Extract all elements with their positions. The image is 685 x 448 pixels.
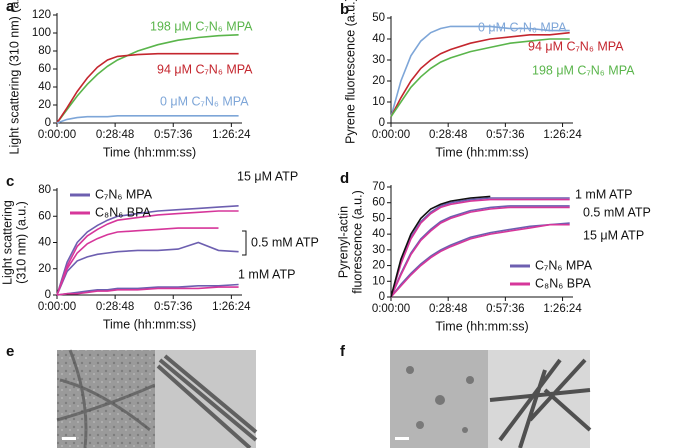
annotation: 0.5 mM ATP — [583, 205, 651, 219]
panel-letter: f — [340, 343, 346, 360]
data-line — [390, 205, 570, 298]
annotation: 15 μM ATP — [583, 228, 644, 242]
data-line — [390, 25, 570, 117]
y-tick-label: 40 — [372, 228, 385, 240]
y-tick-label: 60 — [38, 210, 51, 222]
y-tick-label: 20 — [38, 99, 51, 111]
micrograph-e — [56, 349, 258, 448]
y-tick-label: 0 — [379, 291, 385, 303]
y-tick-label: 50 — [372, 212, 385, 224]
x-tick-label: 1:26:24 — [543, 303, 582, 315]
y-axis-label: Light scattering (310 nm) (a.u.) — [7, 0, 21, 154]
x-tick-label: 1:26:24 — [212, 301, 251, 313]
panel-letter: d — [340, 170, 349, 187]
x-tick-label: 0:57:36 — [154, 301, 192, 313]
series-label: 198 μM C₇N₆ MPA — [532, 63, 635, 77]
annotation: 1 mM ATP — [238, 267, 295, 281]
y-tick-label: 30 — [372, 244, 385, 256]
series-label: 94 μM C₇N₆ MPA — [157, 62, 253, 76]
y-tick-label: 80 — [38, 45, 51, 57]
y-tick-label: 100 — [32, 27, 51, 39]
x-axis-label: Time (hh:mm:ss) — [435, 319, 528, 333]
panel-letter: a — [6, 0, 15, 15]
x-tick-label: 1:26:24 — [543, 129, 582, 141]
x-axis-label: Time (hh:mm:ss) — [103, 317, 196, 331]
y-tick-label: 20 — [38, 263, 51, 275]
data-line — [56, 115, 239, 124]
data-line — [390, 198, 570, 298]
data-line — [56, 283, 239, 296]
data-line — [56, 227, 219, 296]
data-line — [390, 223, 570, 298]
y-tick-label: 10 — [372, 96, 385, 108]
series-label: 0 μM C₇N₆ MPA — [478, 20, 567, 34]
y-tick-label: 0 — [45, 117, 51, 129]
data-line — [390, 31, 570, 118]
y-tick-label: 50 — [372, 12, 385, 24]
y-tick-label: 40 — [372, 33, 385, 45]
data-line — [56, 205, 239, 296]
series-label: 94 μM C₇N₆ MPA — [528, 39, 624, 53]
y-tick-label: 10 — [372, 275, 385, 287]
data-line — [390, 195, 491, 298]
legend-label: C₇N₆ MPA — [95, 187, 153, 201]
y-tick-label: 30 — [372, 54, 385, 66]
x-tick-label: 0:28:48 — [96, 129, 134, 141]
legend-label: C₇N₆ MPA — [535, 258, 593, 272]
data-line — [390, 222, 570, 298]
data-line — [390, 38, 570, 118]
panel-letter: e — [6, 343, 14, 360]
legend-label: C₈N₆ BPA — [535, 276, 591, 290]
data-line — [56, 34, 239, 124]
data-line — [56, 241, 239, 296]
x-tick-label: 0:00:00 — [38, 129, 76, 141]
y-axis-label: (310 nm) (a.u.) — [14, 201, 28, 284]
x-tick-label: 0:57:36 — [154, 129, 192, 141]
data-line — [56, 210, 239, 296]
y-tick-label: 0 — [379, 117, 385, 129]
x-tick-label: 0:57:36 — [486, 303, 524, 315]
data-line — [390, 206, 570, 298]
series-label: 0 μM C₇N₆ MPA — [160, 94, 249, 108]
x-tick-label: 0:00:00 — [372, 129, 410, 141]
bracket — [242, 230, 247, 256]
x-tick-label: 0:00:00 — [372, 303, 410, 315]
y-tick-label: 60 — [38, 63, 51, 75]
x-axis-label: Time (hh:mm:ss) — [103, 145, 196, 159]
annotation: 1 mM ATP — [575, 187, 632, 201]
data-line — [56, 52, 239, 124]
y-axis-label: fluorescence (a.u.) — [350, 190, 364, 294]
series-label: 198 μM C₇N₆ MPA — [150, 19, 253, 33]
y-tick-label: 20 — [372, 260, 385, 272]
y-tick-label: 40 — [38, 237, 51, 249]
y-axis-label: Light scattering — [0, 200, 14, 285]
micrograph-f — [390, 350, 592, 448]
x-tick-label: 0:28:48 — [429, 129, 467, 141]
y-axis-label: Pyrene fluorescence (a.u.) — [343, 0, 357, 144]
x-tick-label: 0:00:00 — [38, 301, 76, 313]
y-tick-label: 60 — [372, 197, 385, 209]
x-tick-label: 0:28:48 — [429, 303, 467, 315]
x-tick-label: 1:26:24 — [212, 129, 251, 141]
data-line — [390, 197, 570, 298]
x-tick-label: 0:28:48 — [96, 301, 134, 313]
y-tick-label: 120 — [32, 9, 51, 21]
y-tick-label: 80 — [38, 184, 51, 196]
legend-label: C₈N₆ BPA — [95, 205, 151, 219]
panel-letter: b — [340, 1, 349, 18]
y-axis-label: Pyrenyl-actin — [336, 206, 350, 278]
y-tick-label: 70 — [372, 181, 385, 193]
x-tick-label: 0:57:36 — [486, 129, 524, 141]
annotation: 15 μM ATP — [237, 169, 298, 183]
y-tick-label: 0 — [45, 289, 51, 301]
data-line — [56, 286, 239, 296]
y-tick-label: 20 — [372, 75, 385, 87]
x-axis-label: Time (hh:mm:ss) — [435, 145, 528, 159]
panel-letter: c — [6, 173, 14, 190]
y-tick-label: 40 — [38, 81, 51, 93]
annotation: 0.5 mM ATP — [251, 235, 319, 249]
